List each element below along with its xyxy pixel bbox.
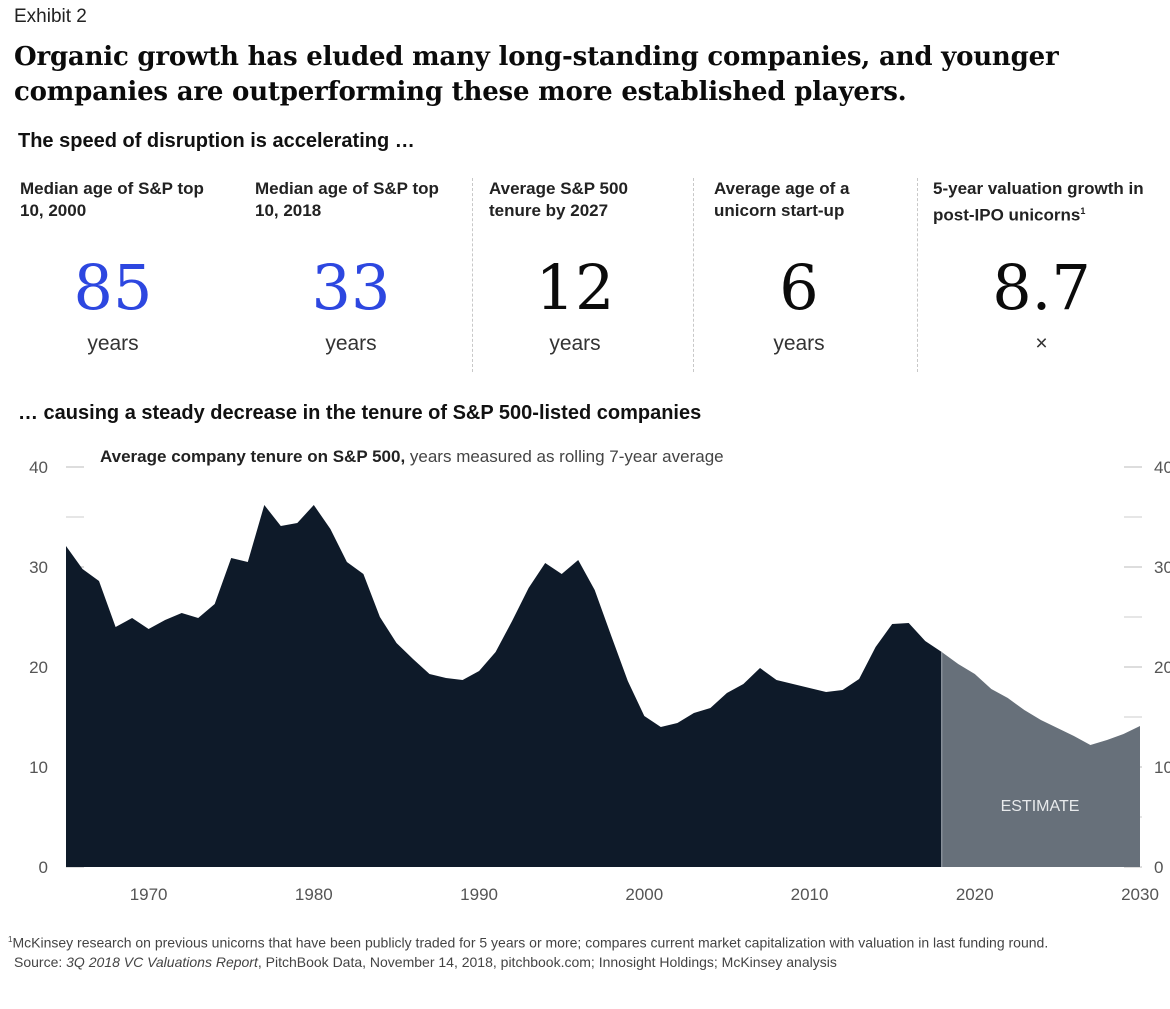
footnote-text: McKinsey research on previous unicorns t…: [12, 934, 1049, 951]
y-tick-label-right: 0: [1154, 858, 1163, 877]
stat-unit: years: [325, 332, 377, 355]
y-tick-label: 10: [29, 758, 48, 777]
stat-value: 33: [311, 251, 391, 324]
footnote: 1McKinsey research on previous unicorns …: [8, 930, 1048, 972]
y-tick-label: 30: [29, 558, 48, 577]
x-tick-label: 1970: [130, 885, 168, 904]
section-title-tenure: … causing a steady decrease in the tenur…: [18, 402, 702, 424]
stat-value: 8.7: [992, 251, 1091, 324]
x-tick-label: 2030: [1121, 885, 1159, 904]
footnote-line: 1McKinsey research on previous unicorns …: [8, 930, 1048, 953]
stat-value: 12: [535, 251, 615, 324]
y-tick-label-right: 10: [1154, 758, 1170, 777]
source-rest: , PitchBook Data, November 14, 2018, pit…: [257, 953, 837, 970]
footnote-ref: 1: [1080, 206, 1086, 216]
estimate-label: ESTIMATE: [1001, 798, 1080, 815]
chart-title-rest: years measured as rolling 7-year average: [405, 447, 723, 466]
divider: [693, 178, 694, 372]
y-tick-label: 20: [29, 658, 48, 677]
stat-unit: years: [87, 332, 139, 355]
x-tick-label: 2010: [791, 885, 829, 904]
stat-label: Median age of S&P top 10, 2000: [20, 179, 204, 220]
headline: Organic growth has eluded many long-stan…: [14, 42, 1059, 107]
source-title: 3Q 2018 VC Valuations Report: [66, 953, 258, 970]
stat-label: Average S&P 500 tenure by 2027: [489, 179, 628, 220]
source-prefix: Source:: [14, 953, 67, 970]
y-tick-label: 40: [29, 458, 48, 477]
stat-unicorn-age: Average age of a unicorn start-up 6 year…: [694, 178, 904, 372]
source-line: Source: 3Q 2018 VC Valuations Report, Pi…: [8, 953, 1048, 972]
chart-title-bold: Average company tenure on S&P 500,: [100, 447, 405, 466]
x-tick-label: 1990: [460, 885, 498, 904]
stat-unit: years: [773, 332, 825, 355]
stats-row: Median age of S&P top 10, 2000 85 years …: [0, 178, 1170, 372]
stat-unit: years: [549, 332, 601, 355]
stat-median-age-2018: Median age of S&P top 10, 2018 33 years: [235, 178, 467, 372]
stat-median-age-2000: Median age of S&P top 10, 2000 85 years: [0, 178, 226, 372]
chart-areas: [66, 505, 1140, 867]
x-tick-label: 2000: [625, 885, 663, 904]
stat-label: 5-year valuation growth in post-IPO unic…: [933, 178, 1168, 227]
stat-unit: ×: [1035, 332, 1048, 355]
chart-title: Average company tenure on S&P 500, years…: [100, 447, 724, 466]
stat-value: 85: [73, 251, 153, 324]
stat-avg-tenure-2027: Average S&P 500 tenure by 2027 12 years: [469, 178, 681, 372]
y-tick-label-right: 40: [1154, 458, 1170, 477]
area-actual: [66, 505, 942, 867]
y-tick-label-right: 20: [1154, 658, 1170, 677]
y-tick-label: 0: [39, 858, 48, 877]
section-title-disruption: The speed of disruption is accelerating …: [18, 130, 415, 152]
stat-value: 6: [779, 251, 819, 324]
stat-valuation-growth: 5-year valuation growth in post-IPO unic…: [913, 178, 1170, 372]
divider: [472, 178, 473, 372]
footnote-marker: 1: [8, 935, 13, 944]
stat-label: Average age of a unicorn start-up: [714, 179, 850, 220]
area-estimate: [941, 652, 1140, 867]
exhibit-label: Exhibit 2: [14, 6, 87, 27]
y-tick-label-right: 30: [1154, 558, 1170, 577]
divider: [917, 178, 918, 372]
stat-label: Median age of S&P top 10, 2018: [255, 179, 439, 220]
stat-label-text: 5-year valuation growth in post-IPO unic…: [933, 179, 1144, 225]
x-tick-label: 1980: [295, 885, 333, 904]
x-tick-label: 2020: [956, 885, 994, 904]
